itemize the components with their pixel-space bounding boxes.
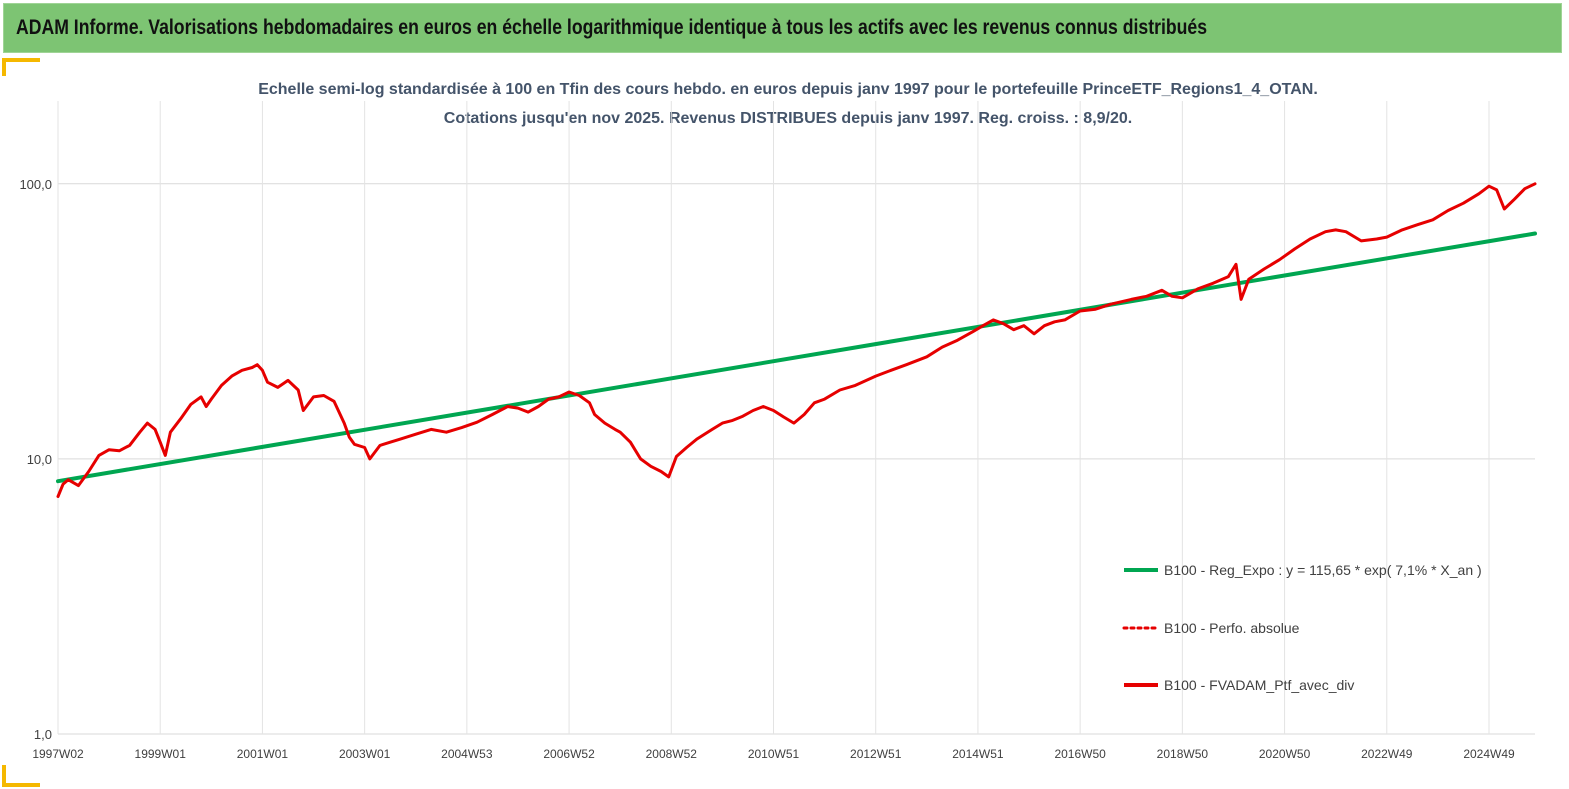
x-tick-label: 2008W52 xyxy=(646,747,698,761)
report-banner-title: ADAM Informe. Valorisations hebdomadaire… xyxy=(16,16,1208,39)
corner-accent-bottom-v xyxy=(2,765,6,787)
chart-title-line-2: Cotations jusqu'en nov 2025. Revenus DIS… xyxy=(444,110,1132,127)
x-tick-label: 2001W01 xyxy=(237,747,289,761)
series-layer xyxy=(56,182,1537,498)
x-tick-label: 1997W02 xyxy=(32,747,84,761)
legend-label: B100 - FVADAM_Ptf_avec_div xyxy=(1164,677,1354,693)
x-tick-label: 1999W01 xyxy=(135,747,187,761)
chart-legend: B100 - Reg_Expo : y = 115,65 * exp( 7,1%… xyxy=(1122,562,1482,693)
legend-label: B100 - Perfo. absolue xyxy=(1164,620,1300,636)
chart-title-line-1: Echelle semi-log standardisée à 100 en T… xyxy=(258,81,1318,98)
chart-grid xyxy=(57,101,1535,735)
regression-line xyxy=(56,231,1537,484)
corner-accent-top-h xyxy=(2,58,40,62)
legend-label: B100 - Reg_Expo : y = 115,65 * exp( 7,1%… xyxy=(1164,562,1482,578)
x-tick-label: 2003W01 xyxy=(339,747,391,761)
x-tick-label: 2020W50 xyxy=(1259,747,1311,761)
x-tick-label: 2014W51 xyxy=(952,747,1004,761)
y-tick-label: 1,0 xyxy=(34,727,52,742)
y-axis-ticks: 1,0 10,0 100,0 xyxy=(19,177,52,742)
chart-frame xyxy=(0,53,1569,789)
x-axis-ticks: 1997W02 1999W01 2001W01 2003W01 2004W53 2006W… xyxy=(32,747,1515,761)
x-tick-label: 2010W51 xyxy=(748,747,800,761)
portfolio-line xyxy=(56,182,1537,498)
x-tick-label: 2024W49 xyxy=(1463,747,1515,761)
y-tick-label: 100,0 xyxy=(19,177,52,192)
x-tick-label: 2004W53 xyxy=(441,747,493,761)
corner-accent-top-v xyxy=(2,58,6,76)
x-tick-label: 2016W50 xyxy=(1054,747,1106,761)
x-tick-label: 2006W52 xyxy=(543,747,595,761)
x-tick-label: 2018W50 xyxy=(1157,747,1209,761)
corner-accent-bottom-h xyxy=(2,783,40,787)
x-tick-label: 2012W51 xyxy=(850,747,902,761)
report-banner: ADAM Informe. Valorisations hebdomadaire… xyxy=(3,3,1562,53)
chart-title: Echelle semi-log standardisée à 100 en T… xyxy=(258,81,1318,127)
y-tick-label: 10,0 xyxy=(27,452,52,467)
x-tick-label: 2022W49 xyxy=(1361,747,1413,761)
